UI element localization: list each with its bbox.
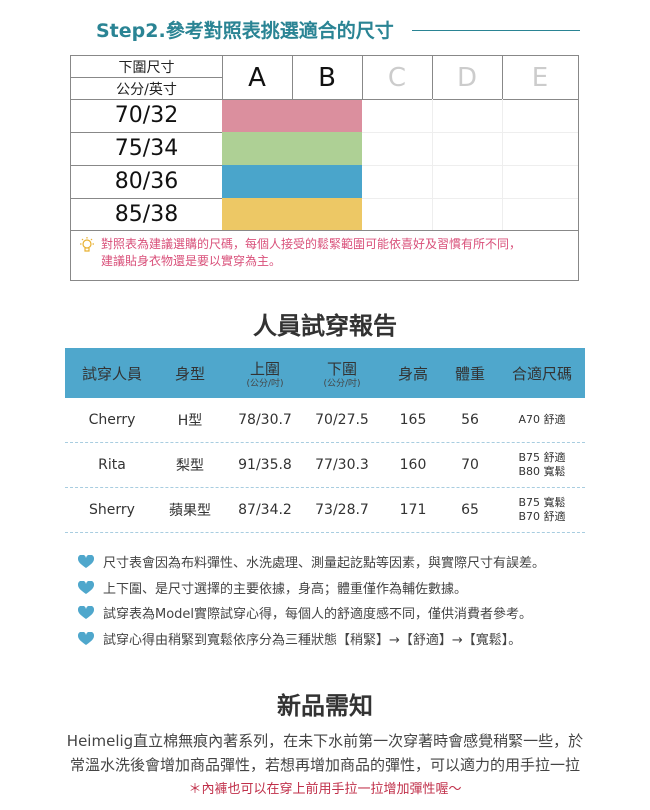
fit-header-cell: 體重 bbox=[445, 348, 495, 398]
cell-top: 87/34.2 bbox=[238, 502, 292, 518]
header-label: 試穿人員 bbox=[81, 364, 142, 383]
cell-bottom: 73/28.7 bbox=[315, 502, 369, 518]
notice-title: 新品需知 bbox=[277, 691, 373, 720]
cell-height: 165 bbox=[399, 412, 427, 428]
header-label: 體重 bbox=[454, 364, 485, 383]
list-item: 上下圍、是尺寸選擇的主要依據，身高；體重僅作為輔佐數據。 bbox=[78, 575, 545, 601]
size-row-label: 75/34 bbox=[114, 136, 179, 161]
notice-highlight: ＊內褲也可以在穿上前用手拉一拉增加彈性喔～ bbox=[188, 782, 462, 797]
cell-fit: B75 舒適 B80 寬鬆 bbox=[497, 443, 587, 487]
size-row-label: 80/36 bbox=[114, 169, 179, 194]
size-row-fill bbox=[222, 99, 362, 132]
heart-icon bbox=[78, 580, 94, 594]
header-label: 合適尺碼 bbox=[511, 364, 572, 383]
cell-name: Rita bbox=[98, 457, 126, 473]
cell-bottom: 70/27.5 bbox=[315, 412, 369, 428]
fit-table-header: 試穿人員 身型 上圍 (公分/吋) 下圍 (公分/吋) 身高 體重 合適尺碼 bbox=[65, 348, 585, 398]
size-column-B: B bbox=[318, 62, 336, 93]
fit-size-1: B75 舒適 bbox=[518, 451, 566, 464]
size-row-fill bbox=[222, 165, 362, 198]
table-row: Rita 梨型 91/35.8 77/30.3 160 70 B75 舒適 B80 寬鬆 bbox=[65, 443, 585, 488]
size-note: 對照表為建議選購的尺碼，每個人接受的鬆緊範圍可能依喜好及習慣有所不同， 建議貼身衣… bbox=[79, 236, 574, 270]
list-item: 尺寸表會因為布料彈性、水洗處理、測量起訖點等因素，與實際尺寸有誤差。 bbox=[78, 549, 545, 575]
list-item-text: 試穿表為Model實際試穿心得，每個人的舒適度感不同，僅供消費者參考。 bbox=[103, 607, 533, 623]
size-column-A: A bbox=[248, 62, 266, 93]
list-item: 試穿表為Model實際試穿心得，每個人的舒適度感不同，僅供消費者參考。 bbox=[78, 600, 545, 626]
size-row-label: 70/32 bbox=[114, 103, 179, 128]
cell-name: Sherry bbox=[89, 502, 135, 518]
cell-type: H型 bbox=[177, 413, 203, 429]
heart-icon bbox=[78, 555, 94, 569]
cell-weight: 65 bbox=[461, 502, 479, 518]
title-divider bbox=[412, 30, 580, 31]
cell-name: Cherry bbox=[88, 412, 136, 428]
header-label: 上圍 bbox=[249, 359, 280, 378]
size-row-fill bbox=[222, 132, 362, 165]
header-label: 身高 bbox=[397, 364, 428, 383]
notes-list: 尺寸表會因為布料彈性、水洗處理、測量起訖點等因素，與實際尺寸有誤差。 上下圍、是尺… bbox=[78, 549, 545, 651]
table-row: Sherry 蘋果型 87/34.2 73/28.7 171 65 B75 寬鬆 B70 舒適 bbox=[65, 488, 585, 533]
cell-height: 171 bbox=[399, 502, 427, 518]
size-row-fill bbox=[222, 198, 362, 231]
cell-height: 160 bbox=[399, 457, 427, 473]
size-column-E: E bbox=[531, 62, 549, 93]
fit-size-2: B80 寬鬆 bbox=[518, 465, 566, 478]
cell-type: 梨型 bbox=[176, 458, 204, 474]
header-sub: (公分/吋) bbox=[323, 378, 361, 389]
fit-size-1: A70 舒適 bbox=[518, 413, 566, 426]
size-row-label: 85/38 bbox=[114, 202, 179, 227]
list-item-text: 試穿心得由稍緊到寬鬆依序分為三種狀態【稍緊】→【舒適】→【寬鬆】。 bbox=[103, 632, 522, 648]
list-item-text: 上下圍、是尺寸選擇的主要依據，身高；體重僅作為輔佐數據。 bbox=[103, 581, 468, 597]
fit-header-cell: 合適尺碼 bbox=[497, 348, 587, 398]
fit-header-cell: 身型 bbox=[155, 348, 225, 398]
cell-bottom: 77/30.3 bbox=[315, 457, 369, 473]
header-waist-size: 下圍尺寸 bbox=[118, 59, 175, 76]
size-column-C: C bbox=[387, 62, 407, 93]
size-chart: 下圍尺寸公分/英寸 A B C D E 70/32 75/34 80/36 85/38 對照表為建… bbox=[70, 55, 579, 281]
header-sub: (公分/吋) bbox=[246, 378, 284, 389]
lightbulb-icon bbox=[80, 237, 94, 252]
cell-type: 蘋果型 bbox=[169, 503, 211, 519]
cell-fit: B75 寬鬆 B70 舒適 bbox=[497, 488, 587, 532]
cell-fit: A70 舒適 bbox=[497, 398, 587, 442]
header-label: 身型 bbox=[174, 364, 205, 383]
header-unit: 公分/英寸 bbox=[116, 81, 177, 98]
fit-report-table: 試穿人員 身型 上圍 (公分/吋) 下圍 (公分/吋) 身高 體重 合適尺碼 Cherry H型 7… bbox=[65, 348, 585, 533]
list-item: 試穿心得由稍緊到寬鬆依序分為三種狀態【稍緊】→【舒適】→【寬鬆】。 bbox=[78, 626, 545, 652]
note-line-1: 對照表為建議選購的尺碼，每個人接受的鬆緊範圍可能依喜好及習慣有所不同， bbox=[101, 237, 522, 251]
heart-icon bbox=[78, 606, 94, 620]
table-row: Cherry H型 78/30.7 70/27.5 165 56 A70 舒適 bbox=[65, 398, 585, 443]
notice-line-1: Heimelig直立棉無痕內著系列，在未下水前第一次穿著時會感覺稍緊一些，於 bbox=[66, 732, 584, 750]
fit-header-cell: 身高 bbox=[388, 348, 438, 398]
size-column-D: D bbox=[456, 62, 478, 93]
fit-size-1: B75 寬鬆 bbox=[518, 496, 566, 509]
cell-top: 78/30.7 bbox=[238, 412, 292, 428]
cell-weight: 56 bbox=[461, 412, 479, 428]
step-title: Step2.參考對照表挑選適合的尺寸 bbox=[96, 20, 394, 42]
fit-header-cell: 上圍 (公分/吋) bbox=[225, 348, 305, 398]
heart-icon bbox=[78, 631, 94, 645]
fit-size-2: B70 舒適 bbox=[518, 510, 566, 523]
fit-report-title: 人員試穿報告 bbox=[253, 311, 397, 340]
list-item-text: 尺寸表會因為布料彈性、水洗處理、測量起訖點等因素，與實際尺寸有誤差。 bbox=[103, 556, 546, 572]
fit-header-cell: 試穿人員 bbox=[67, 348, 157, 398]
header-label: 下圍 bbox=[326, 359, 357, 378]
cell-weight: 70 bbox=[461, 457, 479, 473]
note-line-2: 建議貼身衣物還是要以實穿為主。 bbox=[101, 254, 282, 268]
cell-top: 91/35.8 bbox=[238, 457, 292, 473]
notice-line-2: 常溫水洗後會增加商品彈性，若想再增加商品的彈性，可以適力的用手拉一拉 bbox=[69, 756, 580, 774]
fit-header-cell: 下圍 (公分/吋) bbox=[302, 348, 382, 398]
